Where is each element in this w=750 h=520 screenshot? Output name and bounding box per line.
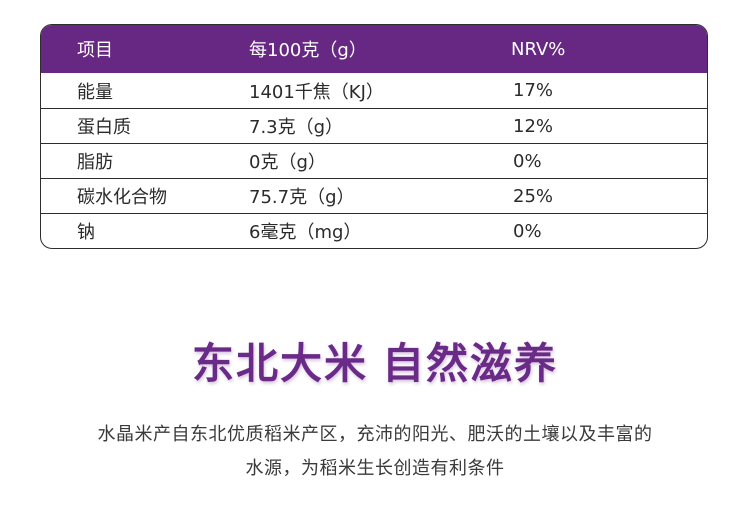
row-item: 脂肪 <box>77 152 113 173</box>
description-line-2: 水源，为稻米生长创造有利条件 <box>245 458 505 479</box>
row-per-100g: 7.3克（g） <box>249 117 344 138</box>
header-per-100g: 每100克（g） <box>249 40 367 61</box>
row-per-100g: 1401千焦（KJ） <box>249 81 384 103</box>
row-nrv: 0% <box>513 150 542 172</box>
slogan-part-2: 自然滋养 <box>382 339 559 388</box>
table-row: 脂肪 0克（g） 0% <box>41 143 707 178</box>
row-nrv: 17% <box>513 80 554 101</box>
nutrition-table: 项目 每100克（g） NRV% 能量 1401千焦（KJ） 17% 蛋白质 7… <box>40 24 708 249</box>
header-nrv: NRV% <box>511 38 566 60</box>
table-header-row: 项目 每100克（g） NRV% <box>41 25 707 73</box>
slogan-part-1: 东北大米 <box>191 339 368 388</box>
row-per-100g: 6毫克（mg） <box>249 222 362 243</box>
row-item: 钠 <box>77 222 95 243</box>
description-line-1: 水晶米产自东北优质稻米产区，充沛的阳光、肥沃的土壤以及丰富的 <box>97 424 653 445</box>
row-per-100g: 0克（g） <box>249 152 326 173</box>
row-nrv: 12% <box>513 115 554 137</box>
slogan-heading: 东北大米 自然滋养 <box>0 330 750 391</box>
table-row: 蛋白质 7.3克（g） 12% <box>41 108 707 143</box>
row-item: 能量 <box>77 81 113 103</box>
table-row: 碳水化合物 75.7克（g） 25% <box>41 178 707 213</box>
row-nrv: 25% <box>513 185 554 207</box>
table-body: 能量 1401千焦（KJ） 17% 蛋白质 7.3克（g） 12% 脂肪 0克（… <box>41 73 707 248</box>
header-item: 项目 <box>77 40 113 61</box>
row-per-100g: 75.7克（g） <box>249 187 355 208</box>
row-item: 蛋白质 <box>77 117 131 138</box>
row-nrv: 0% <box>513 220 542 242</box>
table-row: 钠 6毫克（mg） 0% <box>41 213 707 248</box>
description-text: 水晶米产自东北优质稻米产区，充沛的阳光、肥沃的土壤以及丰富的 水源，为稻米生长创… <box>0 418 750 486</box>
table-row: 能量 1401千焦（KJ） 17% <box>41 73 707 108</box>
row-item: 碳水化合物 <box>77 187 167 208</box>
